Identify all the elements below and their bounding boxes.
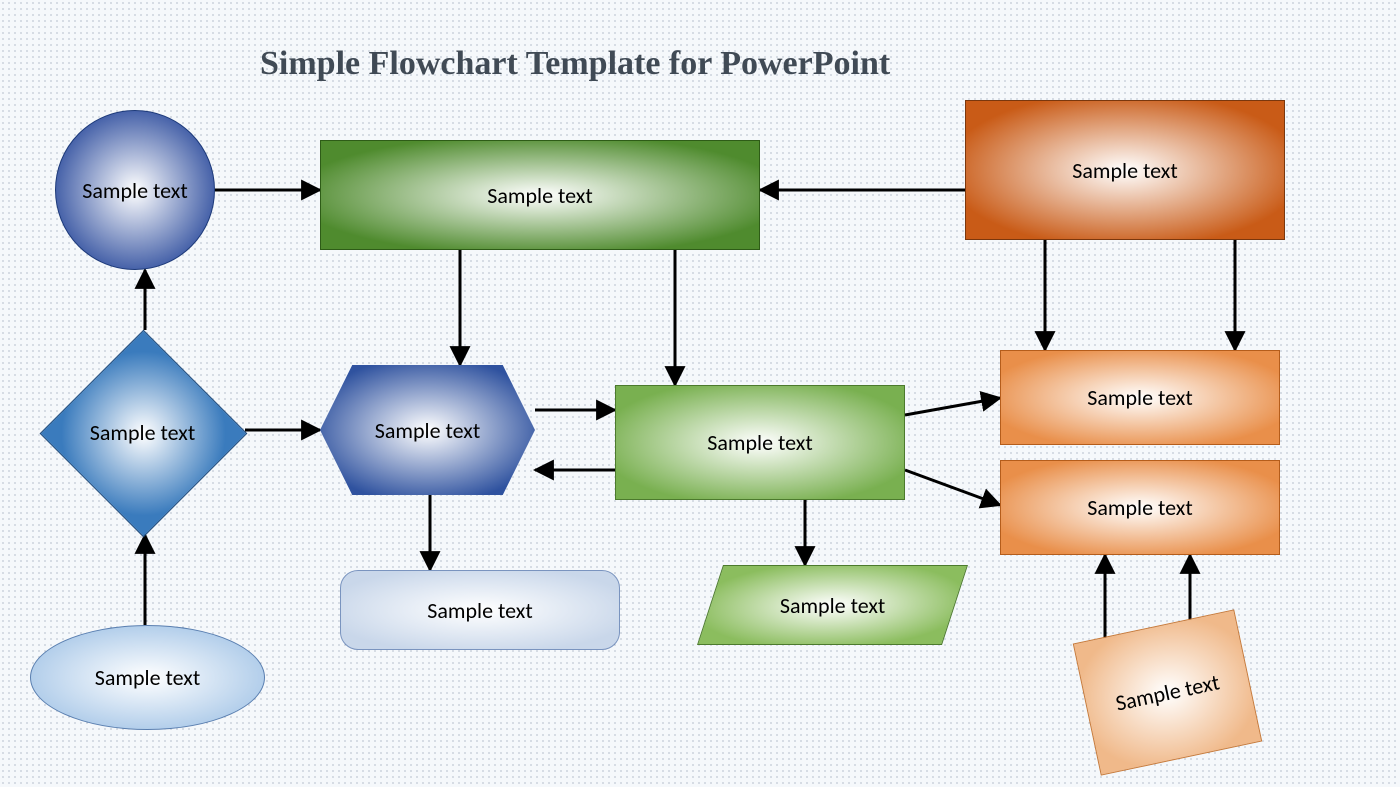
- node-label: Sample text: [780, 592, 885, 619]
- node-label: Sample text: [1072, 157, 1177, 184]
- node-label: Sample text: [1113, 668, 1222, 716]
- flowchart-node-rect-green-top: Sample text: [320, 140, 760, 250]
- flowchart-node-tilted1: Sample text: [1073, 609, 1262, 775]
- node-label: Sample text: [1087, 494, 1192, 521]
- node-label: Sample text: [1087, 384, 1192, 411]
- flowchart-node-rect-orange-top: Sample text: [965, 100, 1285, 240]
- node-label: Sample text: [375, 417, 480, 444]
- node-label: Sample text: [487, 182, 592, 209]
- flowchart-node-diamond1: Sample text: [40, 330, 245, 535]
- node-label: Sample text: [427, 597, 532, 624]
- flowchart-edge: [905, 398, 1000, 415]
- page-title: Simple Flowchart Template for PowerPoint: [260, 45, 890, 83]
- flowchart-node-rect-orange-b: Sample text: [1000, 460, 1280, 555]
- node-label: Sample text: [707, 429, 812, 456]
- flowchart-node-roundrect1: Sample text: [340, 570, 620, 650]
- flowchart-node-rect-orange-a: Sample text: [1000, 350, 1280, 445]
- flowchart-node-hex1: Sample text: [320, 365, 535, 495]
- flowchart-node-rect-green-mid: Sample text: [615, 385, 905, 500]
- flowchart-node-ellipse1: Sample text: [30, 625, 265, 730]
- flowchart-node-circle1: Sample text: [55, 110, 215, 270]
- node-label: Sample text: [95, 664, 200, 691]
- flowchart-canvas: Simple Flowchart Template for PowerPoint…: [0, 0, 1400, 787]
- node-label: Sample text: [82, 177, 187, 204]
- flowchart-node-para1: Sample text: [697, 565, 968, 645]
- flowchart-edge: [905, 470, 1000, 505]
